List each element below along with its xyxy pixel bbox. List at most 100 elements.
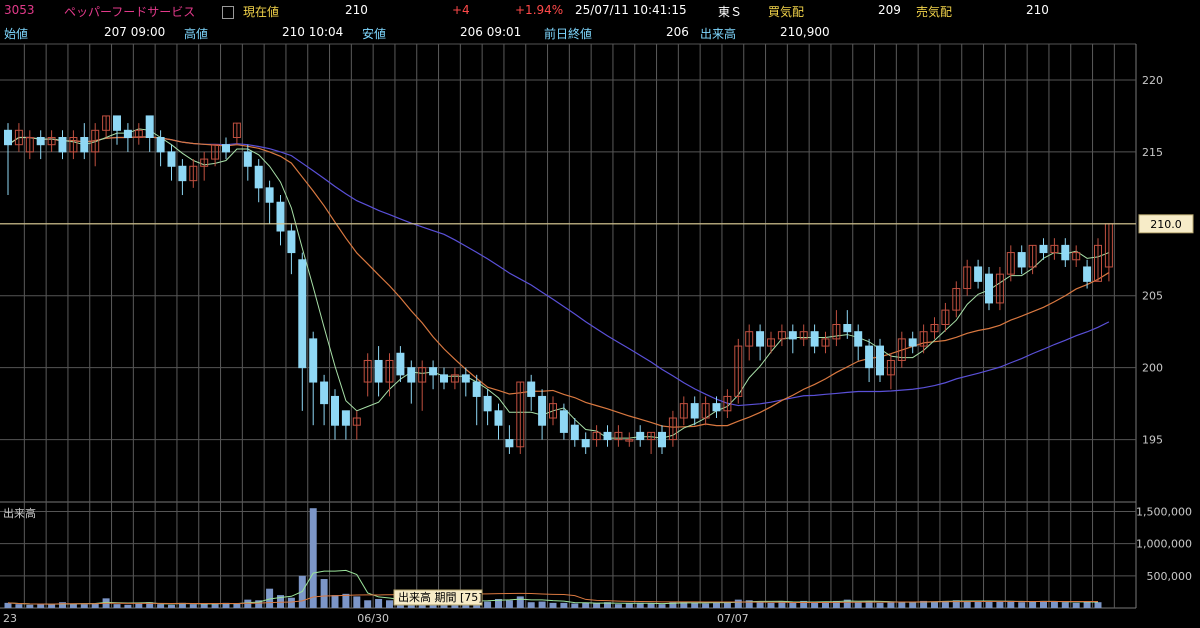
candle-body xyxy=(701,403,710,419)
candle-body xyxy=(494,410,503,426)
volume-bar xyxy=(800,600,808,608)
candle-body xyxy=(352,417,361,426)
volume-bar xyxy=(789,602,797,608)
candle-body xyxy=(102,115,111,131)
volume-bar xyxy=(604,602,611,608)
candle-body xyxy=(156,137,165,153)
price-tick-label: 215 xyxy=(1142,146,1163,159)
candle-body xyxy=(919,331,928,347)
candle-body xyxy=(363,359,372,383)
volume-bar xyxy=(178,602,186,608)
candle-body xyxy=(47,137,56,146)
candle-body xyxy=(483,395,492,412)
candle-body xyxy=(1017,252,1026,268)
volume-bar xyxy=(822,601,829,608)
price-change: +4 xyxy=(452,3,470,17)
volume-bar xyxy=(811,602,819,608)
volume-label: 出来高 xyxy=(700,27,737,41)
candle-body xyxy=(843,324,852,333)
bid-label: 買気配 xyxy=(768,5,805,19)
volume-bar xyxy=(538,601,546,608)
candle-body xyxy=(4,129,12,146)
candle-body xyxy=(799,331,808,340)
candle-body xyxy=(298,259,307,369)
volume-bar xyxy=(255,600,263,608)
candle-body xyxy=(908,338,917,347)
candle-body xyxy=(985,273,993,304)
volume-bar xyxy=(59,602,66,608)
high-value: 210 10:04 xyxy=(282,25,344,39)
candle-body xyxy=(810,331,819,347)
volume-bar xyxy=(767,602,775,608)
candle-body xyxy=(832,324,841,340)
candle-body xyxy=(995,273,1004,304)
candle-body xyxy=(886,359,895,376)
candle-body xyxy=(80,137,89,153)
volume-bar xyxy=(723,602,731,608)
volume-bar xyxy=(996,601,1004,608)
volume-bar xyxy=(941,600,949,608)
quote-header-row2: 始値 207 09:00 高値 210 10:04 安値 206 09:01 前… xyxy=(0,22,1200,42)
volume-bar xyxy=(756,602,764,608)
ma-short-line xyxy=(7,128,1110,439)
candle-body xyxy=(429,367,438,376)
volume-pane-label: 出来高 xyxy=(3,506,36,520)
candle-body xyxy=(603,431,612,441)
volume-bar xyxy=(1072,602,1080,608)
candle-body xyxy=(222,144,230,153)
volume-bar xyxy=(865,601,873,608)
candle-body xyxy=(1072,252,1081,261)
candle-body xyxy=(592,431,601,441)
volume-bar xyxy=(560,602,568,608)
volume-bar xyxy=(898,601,906,608)
candle-body xyxy=(1083,266,1092,282)
current-price-tag xyxy=(1138,214,1194,234)
stock-code: 3053 xyxy=(4,3,35,17)
volume-bar xyxy=(734,599,742,608)
candle-body xyxy=(505,439,514,448)
price-tick-label: 205 xyxy=(1142,290,1163,303)
candle-body xyxy=(1028,244,1037,268)
date-tick-label: 07/07 xyxy=(717,612,749,625)
candle-body xyxy=(679,403,688,419)
volume-bar xyxy=(527,602,535,608)
candle-body xyxy=(58,137,67,153)
candle-body xyxy=(865,345,874,369)
low-value: 206 09:01 xyxy=(460,25,522,39)
candle-body xyxy=(472,381,481,397)
volume-bar xyxy=(342,593,350,608)
volume-bar xyxy=(549,602,557,608)
volume-bar xyxy=(4,602,12,608)
volume-bars xyxy=(4,508,1102,608)
current-price-value: 210 xyxy=(345,3,368,17)
candle-body xyxy=(211,144,220,160)
candle-body xyxy=(232,122,241,139)
candle-body xyxy=(821,338,830,347)
prev-close-label: 前日終値 xyxy=(544,27,593,41)
volume-tick-label: 500,000 xyxy=(1147,570,1193,583)
candle-body xyxy=(374,359,383,383)
volume-bar xyxy=(48,604,56,608)
candle-body xyxy=(876,345,884,376)
candle-body xyxy=(36,137,45,146)
volume-bar xyxy=(353,596,361,608)
candle-body xyxy=(963,266,972,290)
stock-name: ペッパーフードサービス xyxy=(64,5,196,19)
candle-body xyxy=(396,352,405,376)
candle-body xyxy=(559,410,568,433)
volume-bar xyxy=(614,604,622,608)
candle-body xyxy=(91,129,100,153)
candle-body xyxy=(952,288,961,311)
open-label: 始値 xyxy=(4,27,29,41)
candle-body xyxy=(636,431,645,441)
volume-tick-label: 1,000,000 xyxy=(1136,538,1192,551)
volume-bar xyxy=(1007,600,1015,608)
candle-body xyxy=(69,137,78,153)
current-price-tag-text: 210.0 xyxy=(1150,218,1182,231)
chart-axes: 195200205210215220500,0001,000,0001,500,… xyxy=(0,74,1194,625)
volume-bar xyxy=(386,600,393,608)
candle-body xyxy=(341,410,350,426)
candle-body xyxy=(930,324,939,333)
volume-bar xyxy=(1083,601,1091,608)
